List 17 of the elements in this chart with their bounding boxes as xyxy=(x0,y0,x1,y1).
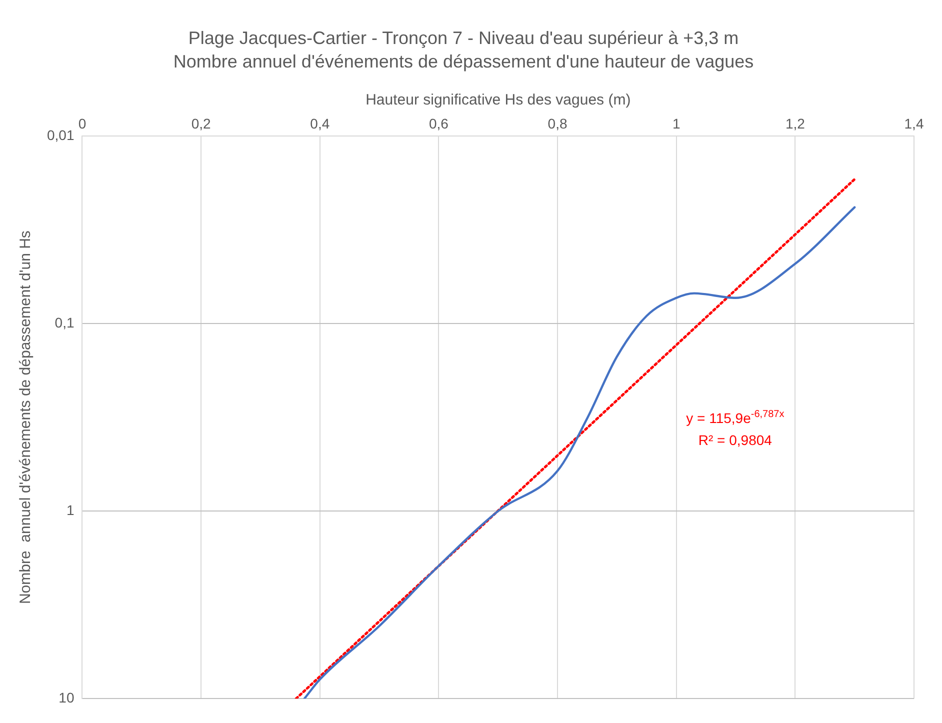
x-tick-label: 1,4 xyxy=(904,115,924,132)
x-tick-label: 0,6 xyxy=(428,115,449,132)
annotation: R² = 0,9804 xyxy=(698,432,772,448)
x-tick-label: 0,4 xyxy=(310,115,330,132)
chart-subtitle: Nombre annuel d'événements de dépassement d'une hauteur de vagues xyxy=(173,51,754,72)
y-tick-label: 10 xyxy=(58,689,74,706)
x-axis-title: Hauteur significative Hs des vagues (m) xyxy=(366,91,631,108)
y-tick-label: 0,01 xyxy=(47,126,74,143)
y-tick-label: 0,1 xyxy=(54,314,74,330)
x-tick-label: 0 xyxy=(78,115,86,132)
x-tick-label: 1,2 xyxy=(785,115,806,132)
y-axis-title: Nombre annuel d'événements de dépassement d'un Hs xyxy=(17,230,34,604)
x-tick-label: 0,8 xyxy=(548,115,568,132)
chart-title: Plage Jacques-Cartier - Tronçon 7 - Niveau d'eau supérieur à +3,3 m xyxy=(188,28,739,48)
x-tick-label: 1 xyxy=(672,115,680,132)
x-tick-label: 0,2 xyxy=(191,115,212,132)
y-tick-label: 1 xyxy=(66,502,74,518)
